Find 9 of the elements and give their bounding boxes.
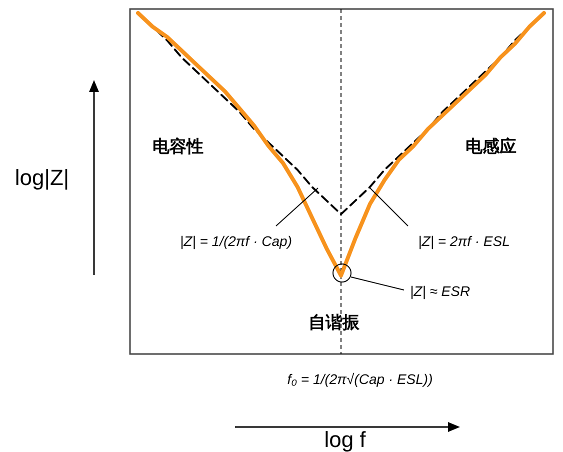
annotation: |Z| = 1/(2πf · Cap) [180,233,292,250]
annotation: |Z| = 2πf · ESL [418,233,510,250]
y-axis-title: log|Z| [14,165,70,190]
annotation: |Z| ≈ ESR [410,283,470,300]
annotation: 自谐振 [308,313,360,332]
x-axis-title: log f [324,427,367,452]
annotation: 电容性 [152,137,204,156]
annotation: 电感应 [466,137,516,156]
text: f₀ = 1/(2π√(Cap · ESL)) [287,371,433,387]
